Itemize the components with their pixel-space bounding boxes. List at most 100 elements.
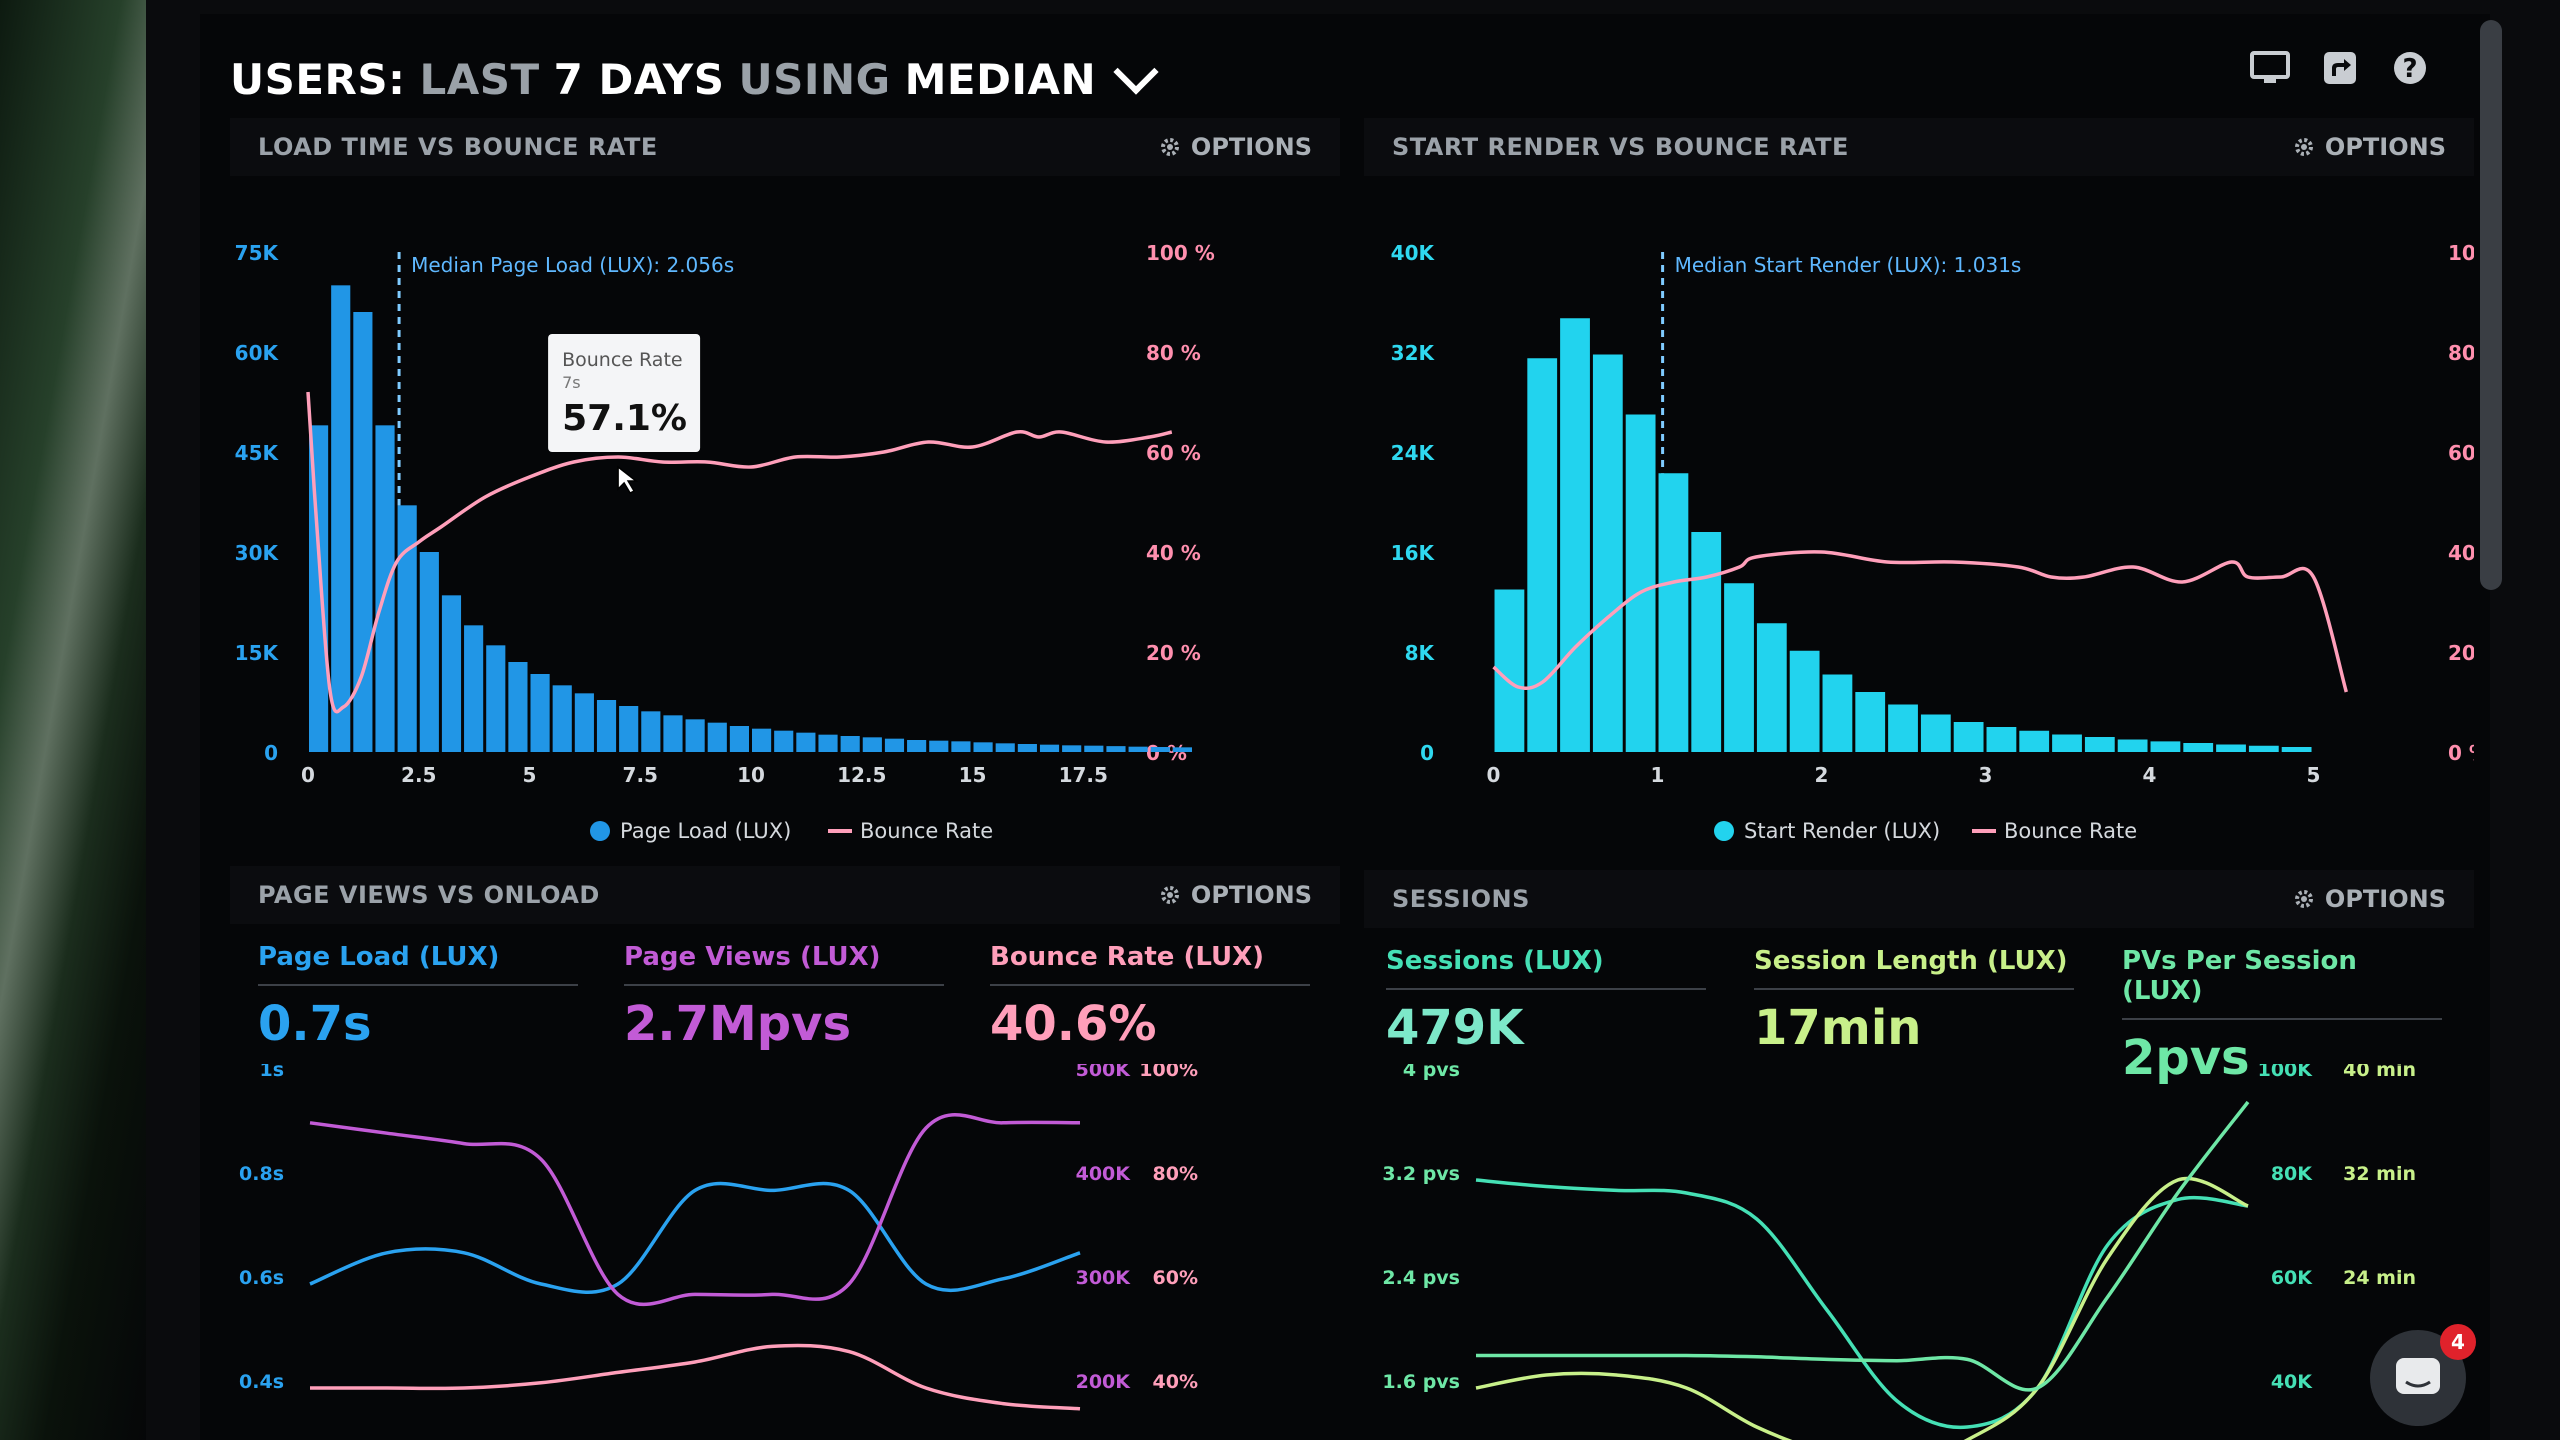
series-line bbox=[1475, 1178, 2249, 1430]
bar bbox=[1789, 650, 1820, 752]
bar bbox=[1592, 354, 1623, 752]
y-tick-label: 16K bbox=[1391, 541, 1436, 565]
tooltip-value: 57.1% bbox=[562, 398, 687, 439]
scrollbar-thumb[interactable] bbox=[2480, 20, 2502, 590]
stat-label: Page Load (LUX) bbox=[258, 942, 578, 986]
x-tick-label: 10 bbox=[737, 763, 765, 787]
options-button[interactable]: OPTIONS bbox=[2293, 885, 2446, 913]
bar bbox=[530, 674, 550, 752]
start-render-panel: START RENDER VS BOUNCE RATE OPTIONS 0 8K 1… bbox=[1364, 118, 2517, 858]
bar bbox=[1017, 744, 1037, 752]
series-line bbox=[309, 1181, 1081, 1294]
panel-title: LOAD TIME VS BOUNCE RATE bbox=[258, 133, 658, 161]
title-range[interactable]: 7 DAYS bbox=[553, 54, 725, 104]
stat-label: Session Length (LUX) bbox=[1754, 946, 2074, 990]
y-tick-label: 0.8s bbox=[239, 1163, 284, 1185]
bar bbox=[1855, 692, 1886, 752]
stat-bounce-rate: Bounce Rate (LUX) 40.6% bbox=[990, 942, 1310, 1052]
monitor-icon[interactable] bbox=[2250, 50, 2290, 86]
bounce-rate-line bbox=[1492, 550, 2348, 693]
y-tick-label: 0.4s bbox=[239, 1371, 284, 1393]
stat-page-load: Page Load (LUX) 0.7s bbox=[258, 942, 578, 1052]
x-tick-label: 2 bbox=[1815, 763, 1829, 787]
gear-icon bbox=[2294, 890, 2313, 908]
header-actions: ? bbox=[2250, 50, 2430, 86]
bar bbox=[464, 625, 484, 752]
options-button[interactable]: OPTIONS bbox=[2293, 133, 2446, 161]
y-tick-label: 1.6 pvs bbox=[1382, 1371, 1460, 1393]
panel-header: LOAD TIME VS BOUNCE RATE OPTIONS bbox=[230, 118, 1340, 176]
bar bbox=[1691, 532, 1722, 752]
y-tick-label: 0.6s bbox=[239, 1267, 284, 1289]
bar bbox=[2248, 745, 2279, 752]
bar bbox=[1756, 623, 1787, 752]
chevron-down-icon[interactable] bbox=[1113, 49, 1159, 95]
options-button[interactable]: OPTIONS bbox=[1159, 881, 1312, 909]
bar bbox=[2117, 739, 2148, 752]
bar bbox=[397, 505, 417, 752]
bar bbox=[1625, 414, 1656, 752]
mouse-cursor-icon bbox=[617, 465, 639, 494]
y3-tick-label: 100% bbox=[1139, 1064, 1198, 1081]
x-tick-label: 4 bbox=[2143, 763, 2157, 787]
bar bbox=[951, 741, 971, 752]
x-tick-label: 3 bbox=[1979, 763, 1993, 787]
y-tick-label: 15K bbox=[235, 641, 280, 665]
bar bbox=[1560, 318, 1590, 752]
y-tick-label: 40K bbox=[1391, 241, 1436, 265]
legend-label: Start Render (LUX) bbox=[1744, 819, 1940, 843]
title-last: LAST bbox=[419, 54, 540, 104]
background-plant bbox=[0, 0, 150, 1440]
dashboard-screen: USERS: LAST 7 DAYS USING MEDIAN ? LOAD T… bbox=[200, 14, 2517, 1440]
bar bbox=[973, 742, 993, 752]
bar bbox=[818, 734, 838, 752]
bar bbox=[419, 552, 439, 752]
stat-value: 40.6% bbox=[990, 996, 1157, 1052]
stat-session-length: Session Length (LUX) 17min bbox=[1754, 946, 2074, 1056]
bar bbox=[929, 740, 949, 752]
tooltip-box bbox=[548, 334, 701, 452]
bar bbox=[1527, 358, 1558, 752]
y2-tick-label: 60 % bbox=[2448, 441, 2474, 465]
bar bbox=[596, 700, 617, 752]
tooltip-subtitle: 7s bbox=[562, 373, 581, 392]
x-tick-label: 1 bbox=[1651, 763, 1665, 787]
y3-tick-label: 40% bbox=[1153, 1371, 1198, 1393]
y2-tick-label: 0 % bbox=[2448, 741, 2474, 765]
options-label: OPTIONS bbox=[1190, 881, 1312, 909]
y-tick-label: 2.4 pvs bbox=[1382, 1267, 1460, 1289]
bar bbox=[729, 726, 749, 752]
bar bbox=[1888, 704, 1918, 752]
median-label: Median Start Render (LUX): 1.031s bbox=[1675, 253, 2022, 277]
help-icon[interactable]: ? bbox=[2390, 50, 2430, 86]
bar bbox=[441, 595, 462, 752]
series-line bbox=[1475, 1176, 2249, 1440]
bar bbox=[2183, 743, 2214, 752]
bar bbox=[619, 706, 639, 752]
title-users: USERS: bbox=[230, 54, 406, 104]
share-icon[interactable] bbox=[2320, 50, 2360, 86]
gear-icon bbox=[1160, 138, 1179, 156]
bar bbox=[1953, 722, 1984, 752]
stat-value: 2pvs bbox=[2122, 1030, 2250, 1086]
stat-label: Bounce Rate (LUX) bbox=[990, 942, 1310, 986]
page-title: USERS: LAST 7 DAYS USING MEDIAN bbox=[230, 34, 1159, 124]
panel-title: START RENDER VS BOUNCE RATE bbox=[1392, 133, 1849, 161]
y-tick-label: 0 bbox=[1420, 741, 1434, 765]
panel-header: PAGE VIEWS VS ONLOAD OPTIONS bbox=[230, 866, 1340, 924]
y2-tick-label: 20 % bbox=[1146, 641, 1201, 665]
x-tick-label: 2.5 bbox=[401, 763, 436, 787]
y2-tick-label: 60 % bbox=[1146, 441, 1201, 465]
legend-label: Bounce Rate bbox=[860, 819, 993, 843]
tooltip: Bounce Rate 7s 57.1% bbox=[548, 334, 701, 452]
bar bbox=[1986, 727, 2017, 752]
title-metric[interactable]: MEDIAN bbox=[904, 54, 1097, 104]
bar bbox=[1062, 745, 1082, 752]
y-tick-label: 45K bbox=[235, 441, 280, 465]
y2-tick-label: 100 % bbox=[1146, 241, 1215, 265]
legend-dot bbox=[590, 821, 610, 841]
y-tick-label: 4 pvs bbox=[1403, 1064, 1460, 1081]
bar bbox=[574, 693, 594, 752]
options-button[interactable]: OPTIONS bbox=[1159, 133, 1312, 161]
bar bbox=[1128, 746, 1148, 752]
